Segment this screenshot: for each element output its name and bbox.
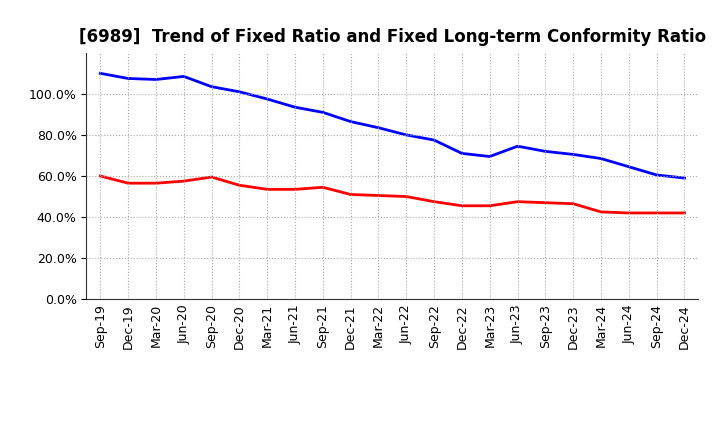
Fixed Ratio — [374, 125, 383, 130]
Fixed Ratio — [152, 77, 161, 82]
Fixed Long-term Conformity Ratio — [152, 180, 161, 186]
Fixed Ratio — [318, 110, 327, 115]
Fixed Long-term Conformity Ratio — [291, 187, 300, 192]
Fixed Long-term Conformity Ratio — [680, 210, 689, 216]
Fixed Ratio — [235, 89, 243, 95]
Fixed Ratio — [346, 119, 355, 124]
Fixed Ratio — [541, 149, 550, 154]
Fixed Ratio — [179, 74, 188, 79]
Line: Fixed Long-term Conformity Ratio: Fixed Long-term Conformity Ratio — [100, 176, 685, 213]
Line: Fixed Ratio: Fixed Ratio — [100, 73, 685, 178]
Fixed Ratio — [96, 71, 104, 76]
Fixed Ratio — [207, 84, 216, 89]
Fixed Long-term Conformity Ratio — [624, 210, 633, 216]
Fixed Long-term Conformity Ratio — [96, 173, 104, 179]
Fixed Ratio — [485, 154, 494, 159]
Fixed Long-term Conformity Ratio — [430, 199, 438, 204]
Fixed Long-term Conformity Ratio — [569, 201, 577, 206]
Fixed Ratio — [624, 164, 633, 169]
Fixed Long-term Conformity Ratio — [124, 180, 132, 186]
Fixed Long-term Conformity Ratio — [402, 194, 410, 199]
Fixed Ratio — [263, 96, 271, 102]
Fixed Long-term Conformity Ratio — [513, 199, 522, 204]
Fixed Long-term Conformity Ratio — [541, 200, 550, 205]
Fixed Ratio — [430, 137, 438, 143]
Fixed Long-term Conformity Ratio — [318, 185, 327, 190]
Fixed Long-term Conformity Ratio — [485, 203, 494, 209]
Fixed Ratio — [652, 172, 661, 178]
Fixed Ratio — [680, 176, 689, 181]
Fixed Long-term Conformity Ratio — [179, 179, 188, 184]
Fixed Ratio — [513, 143, 522, 149]
Title: [6989]  Trend of Fixed Ratio and Fixed Long-term Conformity Ratio: [6989] Trend of Fixed Ratio and Fixed Lo… — [78, 28, 706, 46]
Fixed Long-term Conformity Ratio — [346, 192, 355, 197]
Fixed Ratio — [124, 76, 132, 81]
Fixed Long-term Conformity Ratio — [374, 193, 383, 198]
Fixed Long-term Conformity Ratio — [207, 174, 216, 180]
Fixed Long-term Conformity Ratio — [235, 183, 243, 188]
Fixed Long-term Conformity Ratio — [652, 210, 661, 216]
Fixed Long-term Conformity Ratio — [263, 187, 271, 192]
Fixed Ratio — [597, 156, 606, 161]
Fixed Ratio — [569, 152, 577, 157]
Fixed Ratio — [402, 132, 410, 138]
Fixed Long-term Conformity Ratio — [597, 209, 606, 215]
Fixed Ratio — [458, 151, 467, 156]
Fixed Long-term Conformity Ratio — [458, 203, 467, 209]
Fixed Ratio — [291, 105, 300, 110]
